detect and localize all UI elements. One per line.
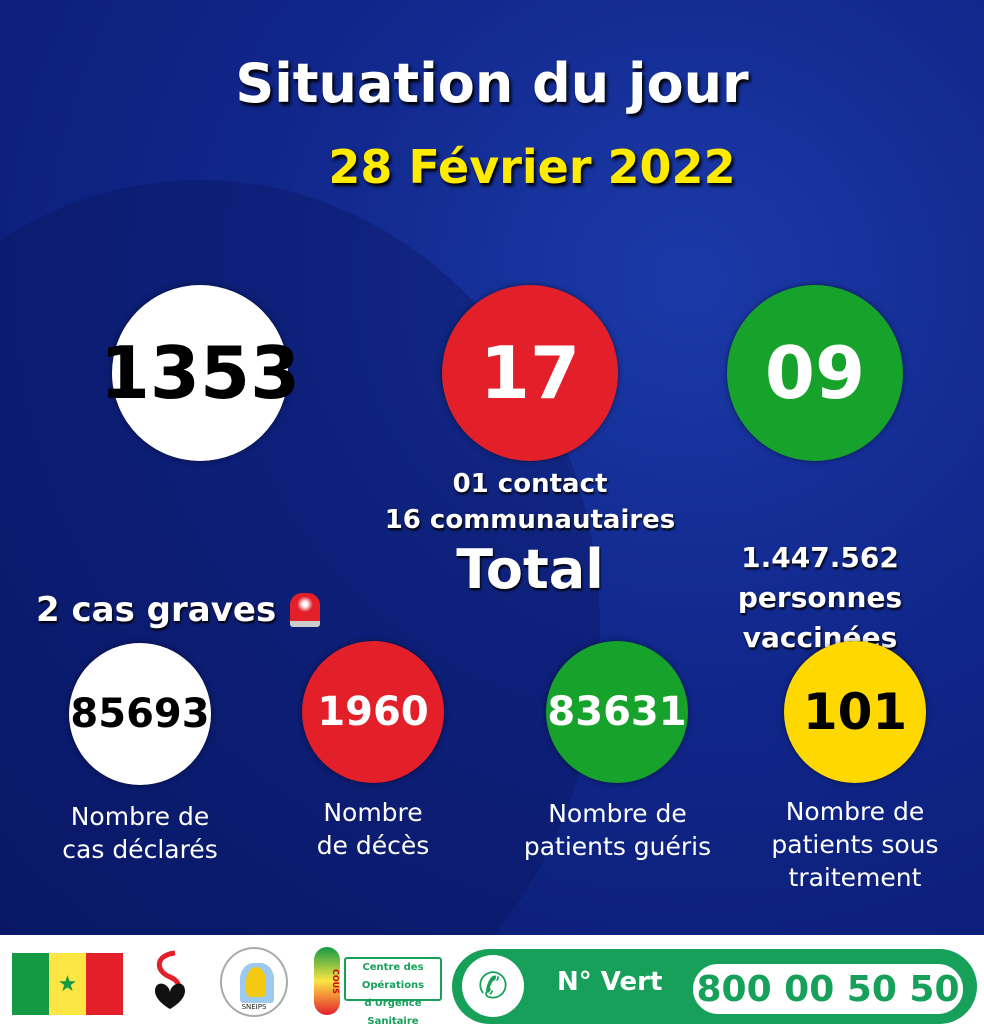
hotline-label: N° Vert — [557, 967, 663, 997]
total-deaths-label: Nombre de décès — [316, 798, 430, 860]
total-cases-circle: 85693 — [69, 643, 211, 785]
senegal-flag-icon: ★ — [12, 953, 123, 1015]
ministry-logo — [145, 949, 195, 1015]
page-title: Situation du jour — [235, 52, 749, 115]
severe-label: 2 cas graves — [36, 590, 277, 630]
total-recovered-label: Nombre de patients guéris — [523, 799, 712, 861]
severe-cases: 2 cas graves — [36, 590, 321, 630]
total-label: Total — [456, 538, 604, 601]
positive-breakdown: 01 contact 16 communautaires — [380, 466, 680, 538]
footer: ★ SNEIPS COUS Centre des Opérations d'Urg… — [0, 935, 984, 1027]
poster: Situation du jour 28 Février 2022 1353 1… — [0, 0, 984, 935]
total-recovered-circle: 83631 — [546, 641, 688, 783]
positive-circle: 17 — [442, 285, 618, 461]
contact-cases: 01 contact — [452, 469, 608, 499]
sneips-logo: SNEIPS — [220, 947, 288, 1017]
community-cases: 16 communautaires — [384, 505, 676, 535]
hotline-number[interactable]: 800 00 50 50 — [690, 961, 966, 1017]
under-treatment-label: Nombre de patients sous traitement — [771, 797, 939, 892]
vaccinated: 1.447.562 personnes vaccinées — [660, 538, 980, 658]
phone-icon: ✆ — [462, 955, 524, 1017]
date: 28 Février 2022 — [328, 140, 736, 194]
under-treatment-circle: 101 — [784, 641, 926, 783]
cous-logo: COUS Centre des Opérations d'Urgence Sani… — [314, 947, 442, 1027]
tests-circle: 1353 — [100, 285, 300, 461]
siren-icon — [290, 593, 321, 627]
vaccinated-count: 1.447.562 personnes — [737, 541, 903, 614]
total-deaths-circle: 1960 — [302, 641, 444, 783]
total-cases-label: Nombre de cas déclarés — [62, 802, 218, 864]
recovered-circle: 09 — [727, 285, 903, 461]
